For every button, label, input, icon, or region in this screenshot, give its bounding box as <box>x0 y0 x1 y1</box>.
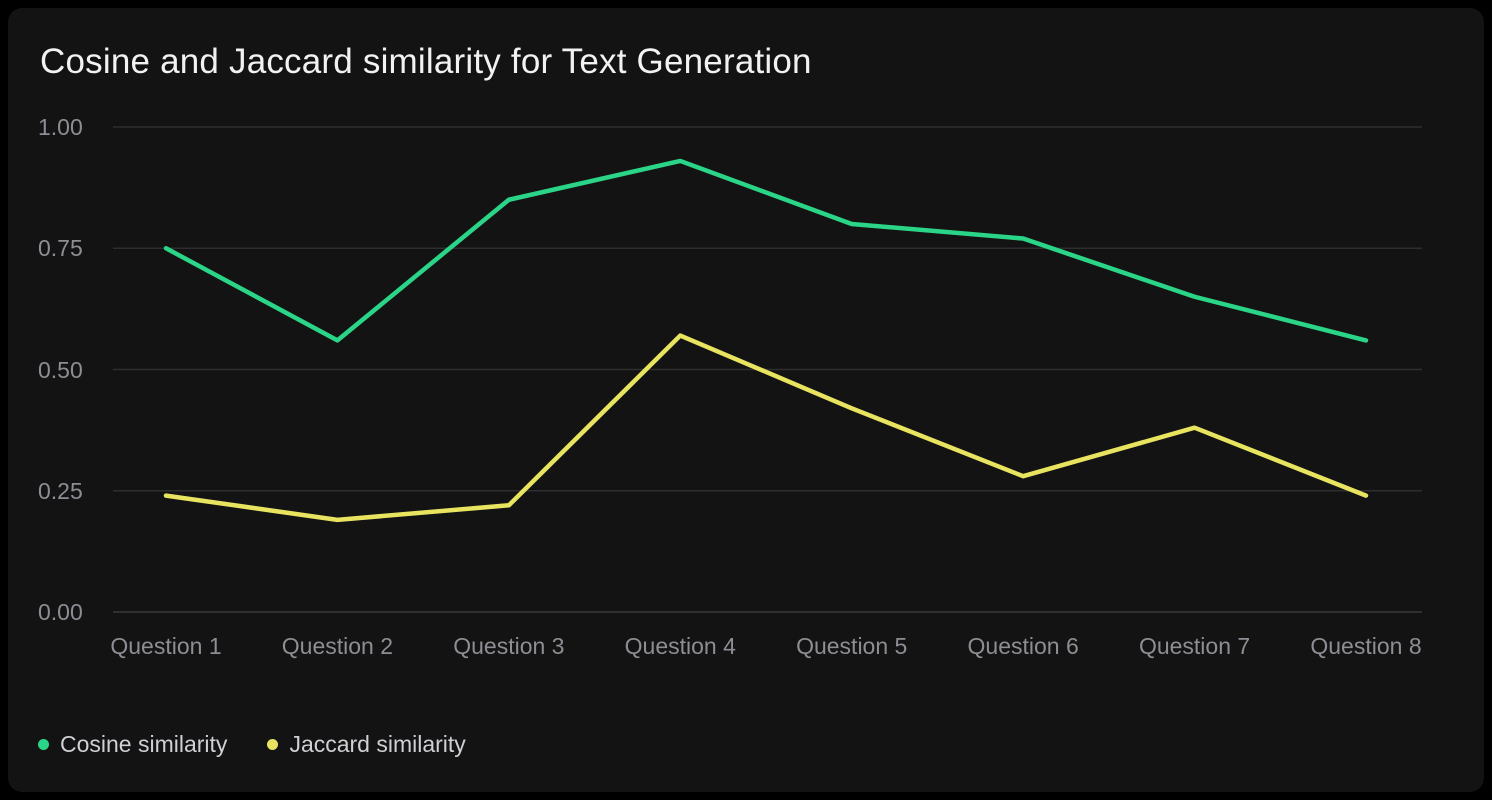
cosine-similarity-line[interactable] <box>163 158 1369 343</box>
x-tick-label: Question 5 <box>796 633 908 659</box>
legend-item-cosine-similarity[interactable]: Cosine similarity <box>38 731 227 758</box>
legend-item-jaccard-similarity[interactable]: Jaccard similarity <box>267 731 466 758</box>
x-tick-label: Question 3 <box>453 633 565 659</box>
chart-panel <box>8 8 1484 792</box>
legend-label: Cosine similarity <box>60 731 228 757</box>
y-tick-label: 0.75 <box>38 235 83 262</box>
x-tick-label: Question 2 <box>281 633 394 659</box>
page-title: Cosine and Jaccard similarity for Text G… <box>40 42 812 81</box>
x-tick-label: Question 7 <box>1138 633 1251 659</box>
chart-legend: Cosine similarity Jaccard similarity <box>38 731 466 758</box>
x-tick-label: Question 1 <box>110 633 222 659</box>
x-tick-label: Question 4 <box>624 633 736 659</box>
y-tick-label: 1.00 <box>38 114 83 140</box>
x-tick-label: Question 8 <box>1310 633 1422 659</box>
legend-dot-icon <box>38 739 49 750</box>
x-tick-label: Question 6 <box>967 633 1079 659</box>
legend-label: Jaccard similarity <box>289 731 466 757</box>
jaccard-similarity-line[interactable] <box>163 333 1369 523</box>
y-tick-label: 0.25 <box>38 477 83 504</box>
y-tick-label: 0.50 <box>38 356 83 383</box>
legend-dot-icon <box>267 739 279 750</box>
y-tick-label: 0.00 <box>38 599 83 625</box>
